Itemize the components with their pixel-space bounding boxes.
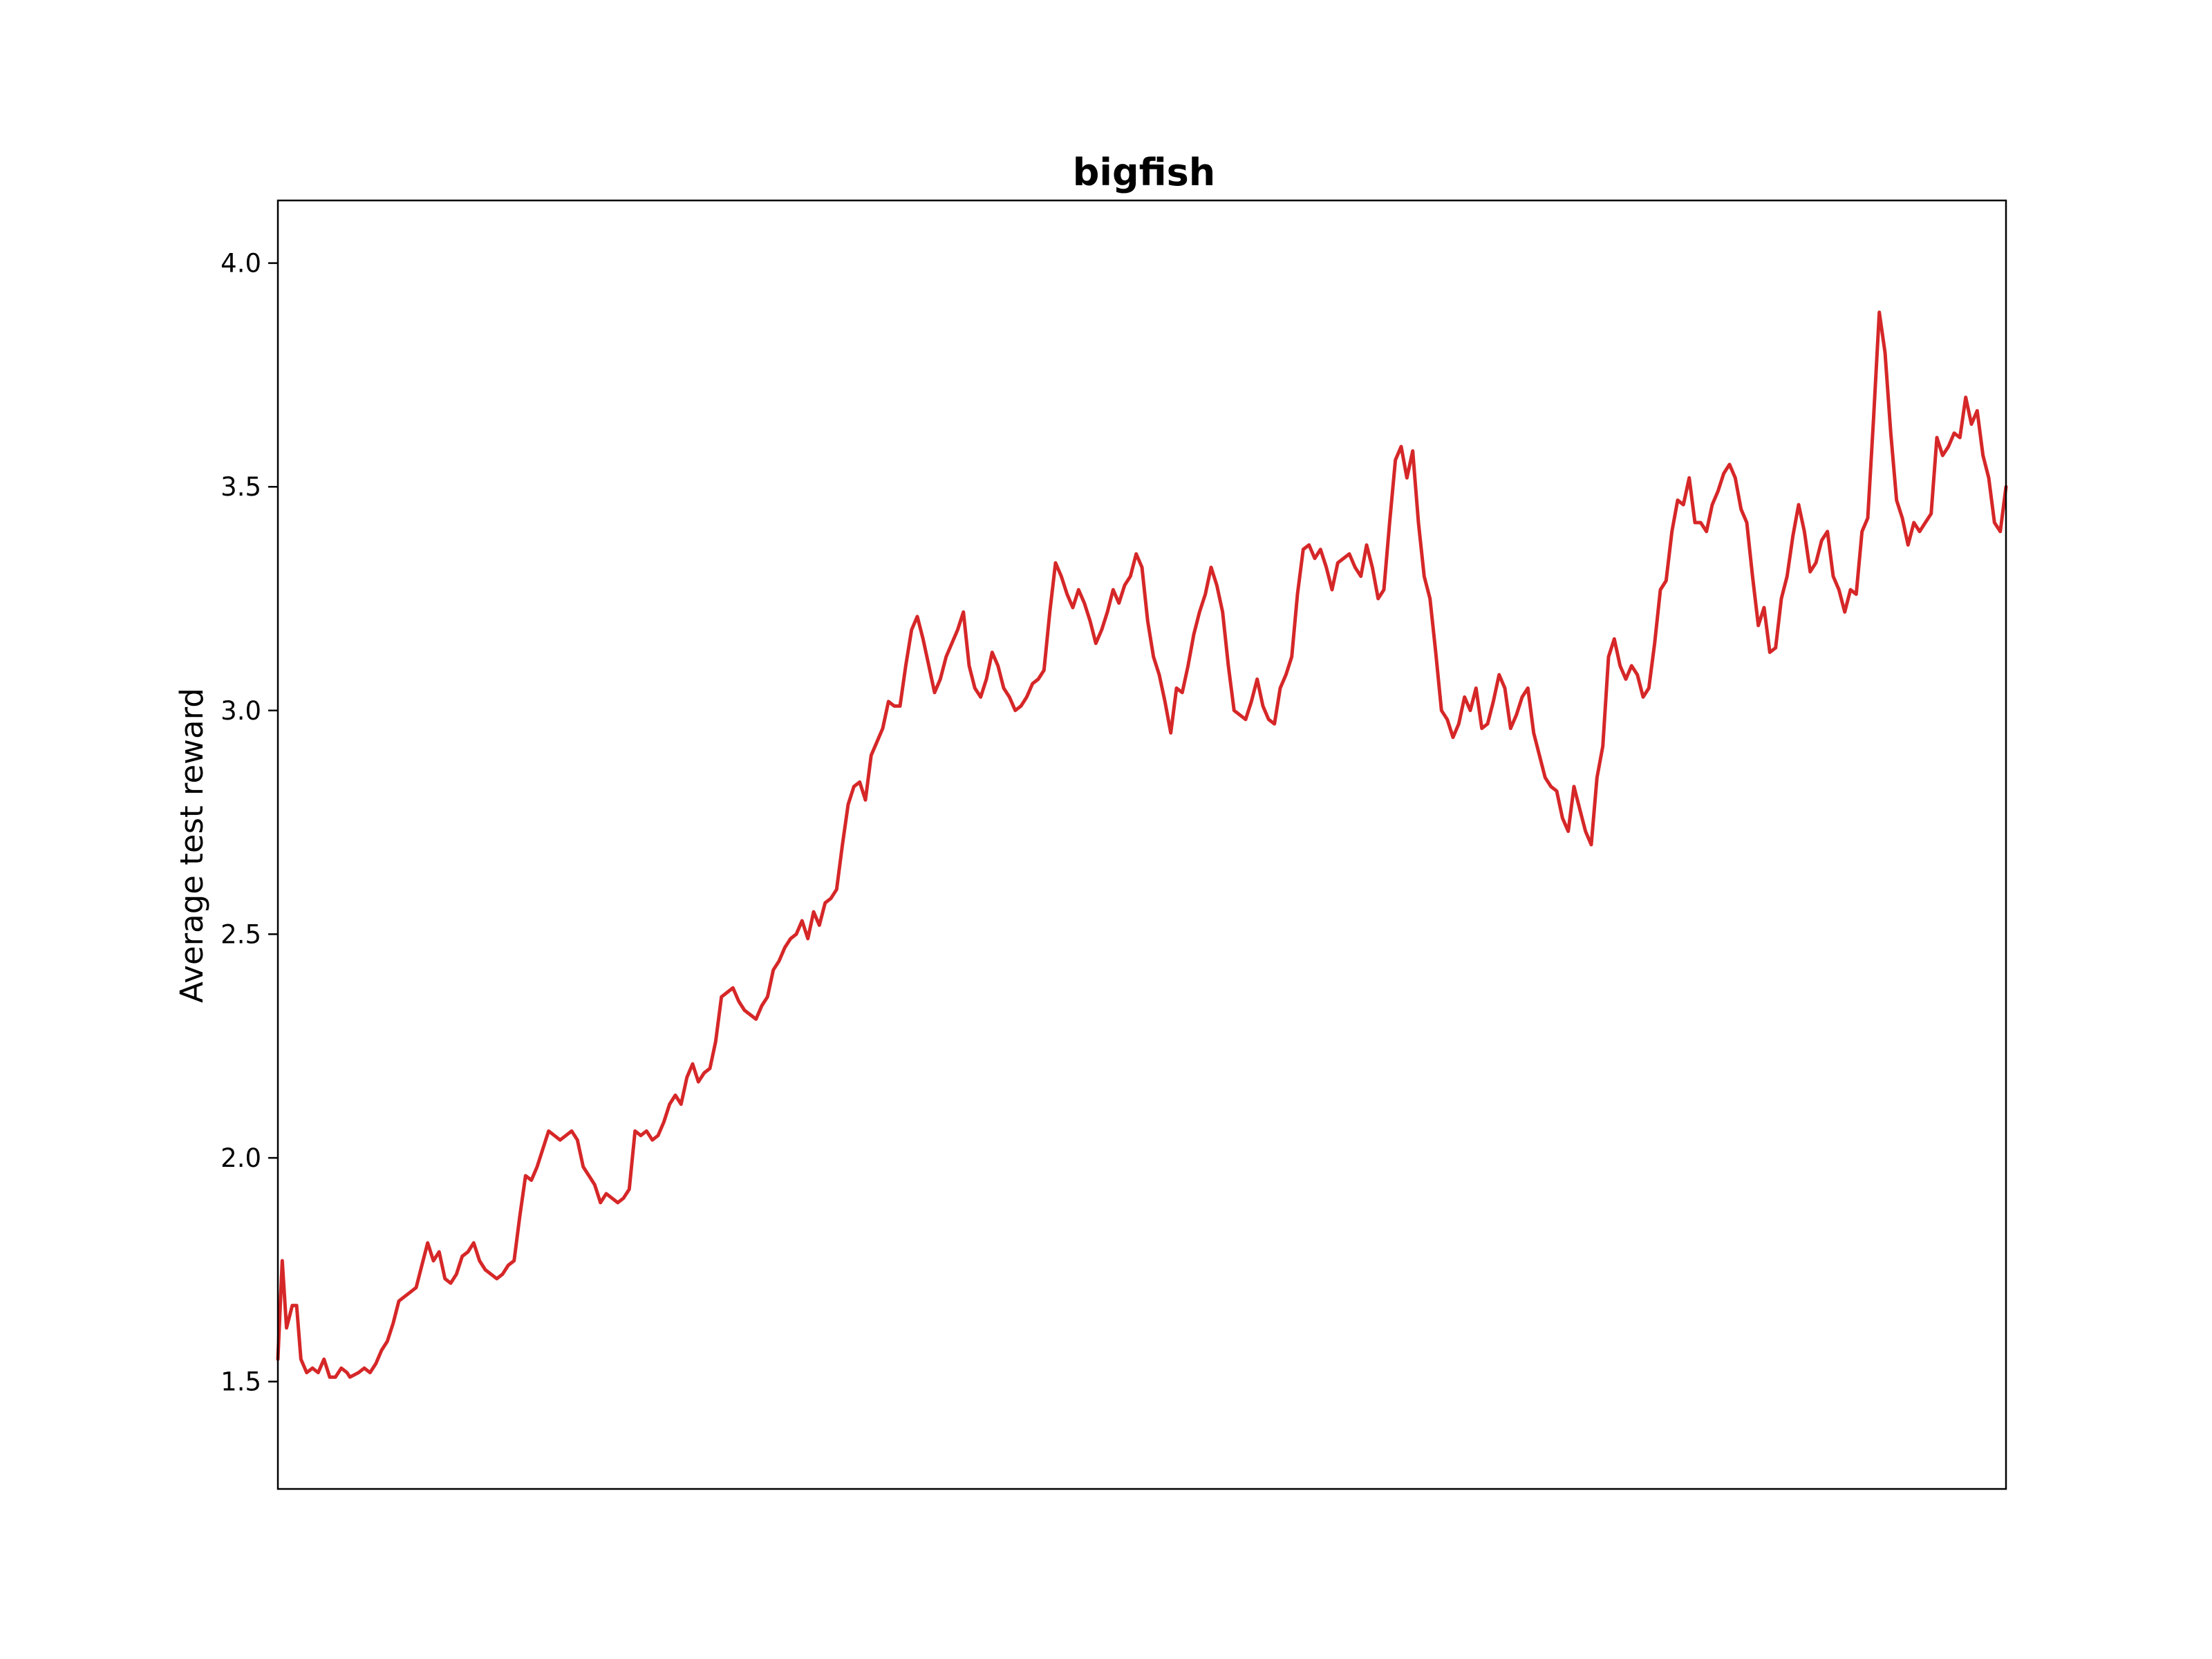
y-axis: 1.5 2.0 2.5 3.0 3.5 4.0 [221,249,278,1397]
y-tick-label: 3.0 [221,696,261,726]
y-tick-label: 2.5 [221,919,261,949]
y-tick-label: 4.0 [221,249,261,279]
chart-title: bigfish [1073,151,1215,194]
y-axis-label: Average test reward [174,688,210,1003]
y-tick-label: 2.0 [221,1143,261,1173]
y-tick-label: 3.5 [221,472,261,502]
y-tick-label: 1.5 [221,1367,261,1397]
plot-area [276,310,2008,1379]
plot-frame [276,199,2007,1490]
series-line-0 [276,310,2008,1379]
